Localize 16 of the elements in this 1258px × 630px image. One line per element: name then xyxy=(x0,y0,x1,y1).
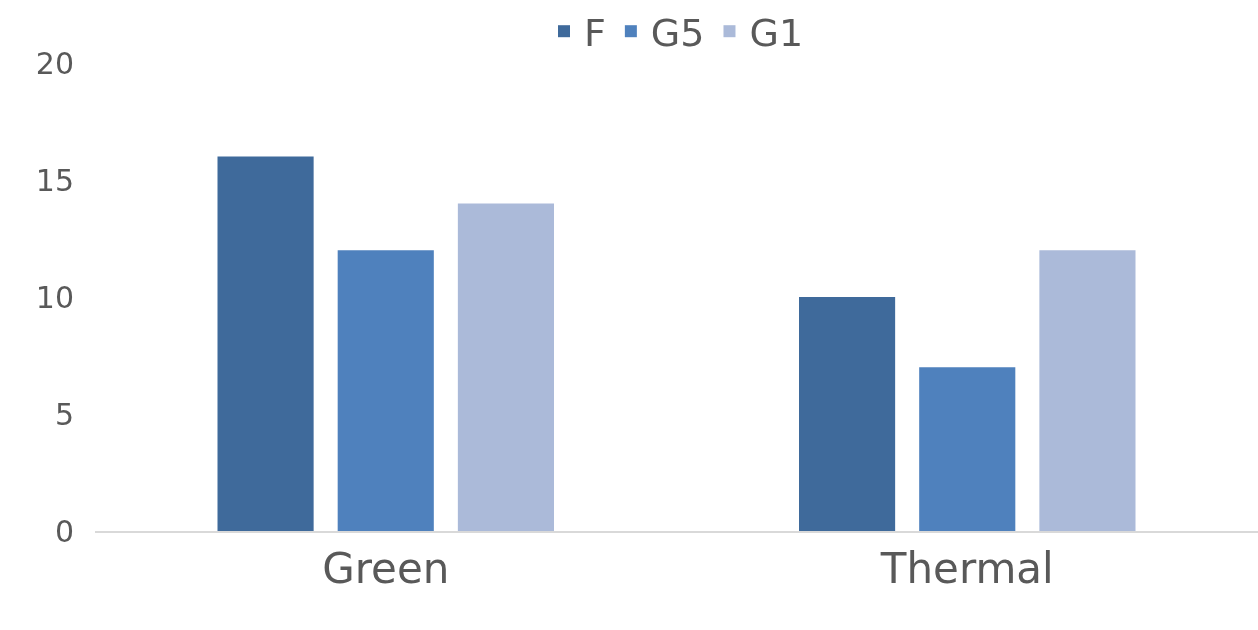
bar xyxy=(457,203,554,531)
bar xyxy=(1039,250,1136,531)
bar xyxy=(217,156,314,531)
bar xyxy=(919,367,1016,531)
bar xyxy=(337,250,434,531)
x-tick-label: Green xyxy=(322,544,450,594)
y-tick-label: 15 xyxy=(35,162,74,198)
legend-label: G5 xyxy=(650,11,705,56)
y-tick-label: 0 xyxy=(54,513,74,549)
y-tick-label: 5 xyxy=(54,396,74,432)
legend-label: F xyxy=(584,11,606,56)
legend-label: G1 xyxy=(749,11,804,56)
bar xyxy=(799,297,896,531)
x-tick-label: Thermal xyxy=(879,544,1054,594)
y-tick-label: 10 xyxy=(35,279,74,315)
y-tick-label: 20 xyxy=(35,45,74,81)
